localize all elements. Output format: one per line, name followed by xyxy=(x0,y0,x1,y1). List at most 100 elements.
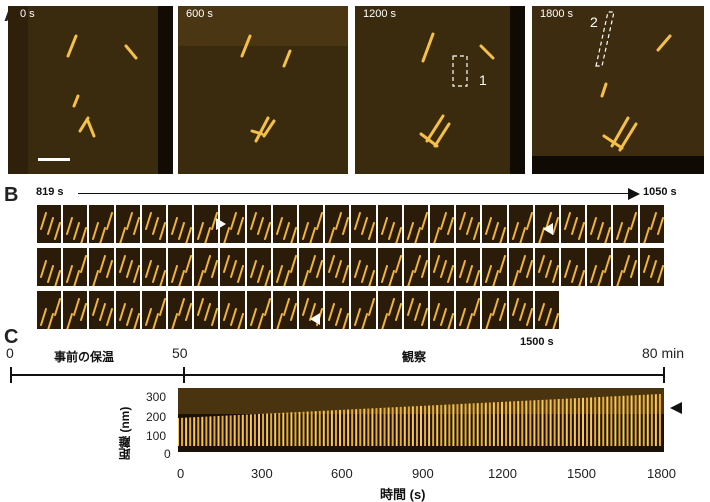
frame-filaments xyxy=(433,212,454,245)
micro-texture-3 xyxy=(355,6,525,174)
frame-filaments xyxy=(40,212,61,240)
kymograph xyxy=(177,388,664,452)
frame-time-label: 1800 s xyxy=(540,8,574,20)
frame-filaments xyxy=(66,255,88,288)
arrowhead-marker-icon xyxy=(310,313,320,325)
panel-b-final-label: 1500 s xyxy=(520,336,554,348)
frame-filaments xyxy=(249,298,271,331)
frame-filaments xyxy=(537,212,559,245)
frame-filaments xyxy=(249,260,271,288)
panel-b-start-label: 819 s xyxy=(36,186,64,198)
frame-filaments xyxy=(459,298,481,331)
frame-filaments xyxy=(616,212,638,245)
kymo-xtick: 0 xyxy=(177,466,185,481)
time-lapse-frame xyxy=(533,290,560,331)
time-lapse-frame xyxy=(586,247,613,288)
kymo-ytick-100: 100 xyxy=(146,429,167,443)
timeline-tick-mark xyxy=(10,367,12,383)
frame-filaments xyxy=(40,260,61,288)
time-lapse-frame xyxy=(429,247,456,287)
time-lapse-frame xyxy=(533,204,560,245)
time-lapse-frame xyxy=(507,247,534,288)
time-lapse-frame xyxy=(167,290,194,331)
frame-filaments xyxy=(537,303,559,331)
frame-filaments xyxy=(433,255,454,283)
time-lapse-frame xyxy=(140,204,167,244)
time-lapse-frame xyxy=(612,204,639,245)
kymo-xtick: 1800 xyxy=(647,466,676,481)
time-lapse-frame xyxy=(219,290,246,331)
time-lapse-frame xyxy=(350,290,377,331)
frame-filaments xyxy=(66,298,88,331)
micro-texture-4 xyxy=(532,6,704,174)
time-lapse-frame xyxy=(193,247,220,288)
frame-filaments xyxy=(328,303,350,331)
time-lapse-frame xyxy=(402,290,429,330)
frame-filaments xyxy=(616,255,638,288)
time-lapse-frame xyxy=(298,204,325,245)
time-lapse-frame xyxy=(376,290,403,331)
timeline-tick-50: 50 xyxy=(172,345,188,361)
frame-filaments xyxy=(144,260,166,288)
time-lapse-frame xyxy=(324,290,351,331)
frame-filaments xyxy=(275,217,297,245)
frame-filaments xyxy=(590,217,612,245)
frame-filaments xyxy=(485,217,507,245)
time-lapse-frame xyxy=(114,204,141,245)
timeline-tick-0: 0 xyxy=(6,345,14,361)
frame-filaments xyxy=(564,212,585,240)
frame-filaments xyxy=(223,255,245,283)
frame-filaments xyxy=(590,255,612,288)
time-lapse-frame xyxy=(612,247,639,288)
frame-filaments xyxy=(275,298,297,331)
phase-preincubation-label: 事前の保温 xyxy=(54,350,115,364)
frame-filaments xyxy=(511,212,533,245)
frame-filaments xyxy=(302,255,323,288)
time-lapse-frame xyxy=(402,204,429,245)
micro-texture-1 xyxy=(8,6,173,174)
panel-a-frame-3: 1200 s 1 xyxy=(355,6,525,174)
time-lapse-frame xyxy=(245,247,272,288)
frame-filaments xyxy=(511,255,533,288)
roi-label-2: 2 xyxy=(590,14,598,30)
time-lapse-frame xyxy=(245,204,272,244)
time-lapse-frame xyxy=(481,204,508,245)
panel-a-frame-2: 600 s xyxy=(178,6,348,174)
arrowhead-marker-icon xyxy=(216,218,226,230)
arrow-head-icon xyxy=(628,188,640,200)
frame-filaments xyxy=(354,298,376,331)
time-lapse-frame xyxy=(402,247,429,288)
phase-observation-label: 観察 xyxy=(402,350,427,364)
kymo-ytick-200: 200 xyxy=(146,410,167,424)
frame-filaments xyxy=(485,255,507,288)
time-lapse-frame xyxy=(36,204,63,244)
time-lapse-frame xyxy=(219,247,246,287)
time-lapse-frame xyxy=(193,290,220,330)
frame-filaments xyxy=(118,212,140,245)
time-lapse-frame xyxy=(376,247,403,288)
frame-filaments xyxy=(328,212,350,245)
frame-filaments xyxy=(485,298,507,331)
time-lapse-frame xyxy=(140,290,167,331)
time-lapse-frame xyxy=(350,204,377,244)
time-lapse-frame xyxy=(533,247,560,287)
time-lapse-frame xyxy=(638,204,665,245)
roi-label-1: 1 xyxy=(479,72,487,88)
frame-filaments xyxy=(144,298,166,331)
time-lapse-frame xyxy=(88,204,115,245)
time-lapse-frame xyxy=(271,290,298,331)
time-lapse-frame xyxy=(350,247,377,288)
time-lapse-frame xyxy=(429,290,456,331)
frame-time-label: 600 s xyxy=(186,8,213,20)
frame-time-label: 1200 s xyxy=(363,8,397,20)
kymo-xtick: 600 xyxy=(331,466,353,481)
time-lapse-frame xyxy=(507,204,534,245)
kymo-xtick: 1500 xyxy=(567,466,596,481)
frame-filaments xyxy=(511,298,533,326)
frame-filaments xyxy=(92,255,114,288)
micro-texture-2 xyxy=(178,6,348,174)
time-lapse-frame xyxy=(62,204,89,245)
frame-filaments xyxy=(92,298,114,326)
time-lapse-frame xyxy=(88,290,115,330)
time-lapse-frame xyxy=(88,247,115,288)
